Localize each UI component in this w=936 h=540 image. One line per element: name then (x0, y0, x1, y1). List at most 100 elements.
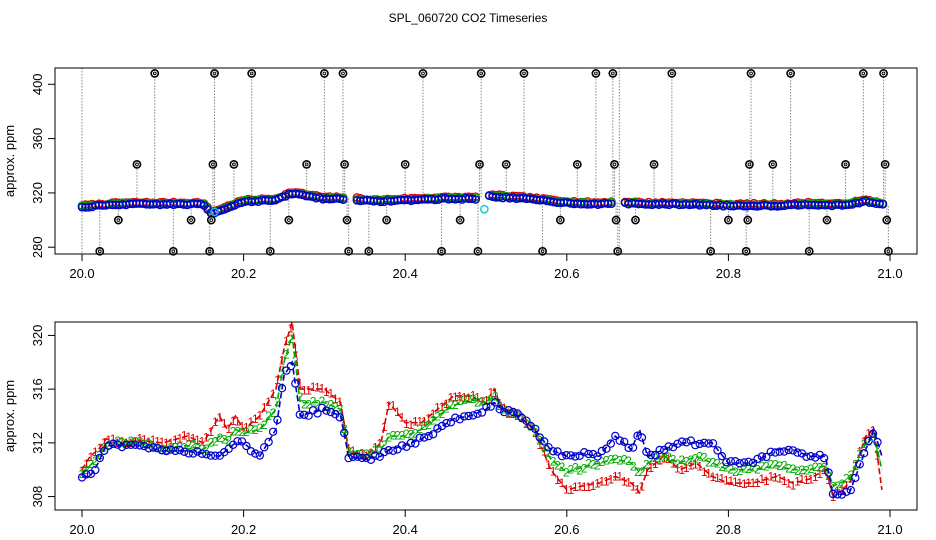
bottom-data-point: 2 (741, 461, 748, 475)
spike-point-inner (384, 218, 389, 222)
bottom-data-point (268, 427, 278, 436)
bottom-data-point: 2 (545, 446, 552, 460)
bottom-data-point (184, 449, 193, 458)
bottom-data-point: 1 (861, 434, 868, 448)
bottom-data-point: 1 (523, 416, 530, 430)
bottom-data-point (157, 446, 167, 455)
bottom-data-point: 1 (292, 342, 299, 356)
spike-point (786, 69, 796, 78)
spike-point (168, 246, 178, 256)
bottom-data-point (135, 441, 144, 450)
bottom-data-point: 1 (661, 452, 668, 466)
bottom-data-point: 1 (803, 473, 810, 487)
spike-point-inner (232, 162, 236, 167)
bottom-data-point (855, 460, 864, 469)
bottom-data-point (531, 424, 540, 434)
spike-point (746, 69, 756, 78)
top-data-point (603, 199, 613, 208)
spike-point (631, 215, 640, 225)
bottom-data-point: 2 (479, 395, 486, 409)
spike-point-inner (342, 162, 347, 167)
bottom-data-point: 1 (430, 407, 437, 421)
bottom-data-point (593, 452, 602, 461)
bottom-data-point: 1 (647, 461, 654, 475)
bottom-data-point: 2 (181, 440, 188, 454)
bottom-data-point: 1 (732, 475, 739, 489)
bottom-data-point: 1 (172, 433, 179, 447)
bottom-data-point: 1 (412, 414, 419, 428)
spike-point (501, 159, 511, 169)
spike-point (265, 246, 275, 256)
bottom-data-point: 1 (381, 420, 388, 434)
bottom-data-point (602, 444, 611, 453)
spike-point-inner (341, 71, 345, 76)
spike-point-inner (207, 249, 212, 254)
bottom-data-point: 1 (616, 470, 623, 484)
bottom-data-point (753, 454, 762, 464)
bottom-data-point: 1 (656, 453, 663, 467)
bottom-data-point (491, 398, 500, 407)
bottom-data-point: 2 (874, 441, 881, 455)
bottom-data-point: 1 (216, 411, 223, 425)
bottom-data-point: 2 (208, 436, 215, 450)
bottom-data-point (313, 409, 322, 418)
bottom-data-point: 2 (154, 441, 161, 455)
bottom-panel: 1111111111111111111111111111111111111111… (2, 321, 918, 537)
bottom-data-point: 2 (772, 457, 779, 471)
bottom-data-point (677, 437, 687, 446)
bottom-data-point (611, 431, 620, 441)
spike-point-inner (346, 249, 351, 254)
cyan-data-point (210, 207, 219, 217)
bottom-data-point: 2 (821, 461, 828, 475)
bottom-data-point: 2 (470, 392, 477, 406)
spike-point (741, 246, 751, 256)
spike-point (880, 159, 890, 169)
bottom-data-point: 1 (594, 477, 601, 491)
bottom-data-point (651, 450, 660, 460)
spike-point (841, 159, 850, 169)
bottom-data-point: 1 (470, 388, 477, 402)
bottom-data-point (411, 439, 420, 448)
bottom-data-point: 2 (536, 433, 543, 447)
bottom-data-point (175, 445, 184, 455)
bottom-data-point: 2 (781, 458, 788, 472)
bottom-data-point: 1 (234, 415, 241, 429)
bottom-x-tick-label: 20.6 (554, 522, 579, 537)
bottom-data-point: 1 (821, 463, 828, 477)
bottom-data-point (117, 442, 127, 452)
bottom-data-point (633, 431, 642, 440)
bottom-data-point: 2 (639, 465, 646, 479)
bottom-data-point: 2 (434, 409, 441, 423)
bottom-data-point (126, 440, 136, 449)
bottom-data-point: 2 (190, 438, 197, 452)
top-data-point (338, 195, 348, 204)
bottom-data-point: 1 (585, 480, 592, 494)
bottom-data-point: 1 (847, 471, 854, 485)
spike-point (858, 69, 868, 78)
bottom-data-point (113, 440, 122, 449)
bottom-data-point: 1 (372, 440, 379, 454)
spike-point (724, 215, 733, 225)
bottom-data-point: 1 (452, 390, 459, 404)
bottom-data-point: 1 (727, 474, 734, 488)
bottom-data-point: 1 (825, 473, 832, 487)
bottom-data-point (357, 453, 367, 463)
bottom-data-point: 1 (141, 432, 148, 446)
bottom-data-point: 2 (563, 466, 570, 480)
bottom-data-point (522, 416, 531, 425)
bottom-data-point: 1 (679, 463, 686, 477)
bottom-data-point: 2 (692, 452, 699, 466)
bottom-data-point: 2 (96, 448, 103, 462)
bottom-data-point (295, 410, 304, 419)
bottom-data-point (664, 442, 673, 451)
bottom-data-point: 2 (487, 393, 494, 407)
bottom-data-point (340, 428, 349, 438)
bottom-data-point (557, 452, 567, 461)
spike-point-inner (171, 249, 176, 254)
bottom-data-point: 1 (376, 436, 383, 450)
bottom-data-point: 1 (483, 393, 490, 407)
bottom-data-point: 1 (314, 380, 321, 394)
spike-point-inner (403, 162, 408, 167)
spike-point-inner (345, 218, 349, 222)
top-data-point (467, 194, 477, 204)
